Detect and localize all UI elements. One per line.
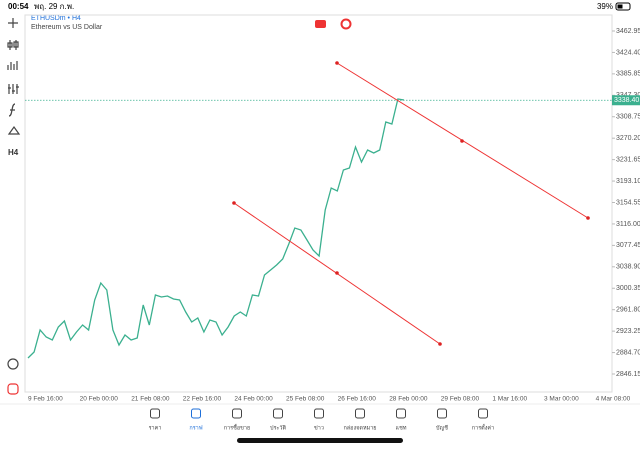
x-tick-label: 28 Feb 00:00 <box>389 396 428 403</box>
battery-level <box>617 4 623 9</box>
nav-label[interactable]: ประวัติ <box>270 424 286 431</box>
nav-icon[interactable] <box>273 408 283 419</box>
y-tick-label: 3231.65 <box>616 156 640 163</box>
nav-icon[interactable] <box>396 408 406 419</box>
trade-button[interactable] <box>315 20 326 28</box>
one-click-button[interactable] <box>340 18 352 30</box>
x-tick-label: 4 Mar 08:00 <box>596 396 631 403</box>
indicators-tool[interactable] <box>7 61 18 70</box>
y-tick-label: 3116.00 <box>616 221 640 228</box>
y-tick-label: 2923.25 <box>616 328 640 335</box>
nav-icon[interactable] <box>191 408 201 419</box>
anchor <box>232 201 236 205</box>
y-tick-label: 3385.85 <box>616 71 640 78</box>
nav-label[interactable]: ราคา <box>149 425 162 431</box>
y-tick-label: 3462.95 <box>616 28 640 35</box>
nav-label[interactable]: บัญชี <box>436 424 448 431</box>
channel-points <box>232 61 590 346</box>
bottom-nav: ราคา กราฟ การซื้อขาย ประวัติ ข่าว กล่องจดหมาย… <box>149 408 494 431</box>
nav-label[interactable]: กราฟ <box>189 424 202 431</box>
nav-icon[interactable] <box>355 408 365 419</box>
y-tick-label: 2961.80 <box>616 307 640 314</box>
anchor <box>438 342 442 346</box>
anchor <box>335 271 339 275</box>
nav-icon[interactable] <box>478 408 488 419</box>
description: Ethereum vs US Dollar <box>31 24 103 31</box>
crosshair-tool[interactable] <box>8 18 18 28</box>
y-tick-label: 3000.35 <box>616 285 640 292</box>
y-tick-label: 3270.20 <box>616 135 640 142</box>
status-time: 00:54 <box>8 2 29 11</box>
y-tick-label: 2884.70 <box>616 349 640 356</box>
y-tick-label: 3193.10 <box>616 178 640 185</box>
x-tick-label: 3 Mar 00:00 <box>544 396 579 403</box>
trade-tool[interactable] <box>7 383 19 395</box>
battery-icon <box>615 2 631 11</box>
x-tick-label: 25 Feb 08:00 <box>286 396 325 403</box>
anchor <box>586 216 590 220</box>
status-date: พฤ. 29 ก.พ. <box>34 2 74 11</box>
symbol[interactable]: ETHUSDm • H4 <box>31 15 81 22</box>
nav-label[interactable]: การตั้งค่า <box>472 423 494 431</box>
left-toolbar <box>7 18 21 395</box>
x-tick-label: 21 Feb 08:00 <box>131 396 170 403</box>
x-tick-label: 29 Feb 08:00 <box>441 396 480 403</box>
current-price-box <box>612 95 640 106</box>
nav-label[interactable]: กล่องจดหมาย <box>343 425 376 431</box>
chart: 3462.953424.403385.853347.303308.753270.… <box>25 28 640 403</box>
candles-tool[interactable] <box>7 40 19 50</box>
nav-icon[interactable] <box>150 408 160 419</box>
nav-icon[interactable] <box>314 408 324 419</box>
price-line <box>27 98 405 359</box>
function-tool[interactable] <box>8 103 16 117</box>
nav-icon[interactable] <box>437 408 447 419</box>
anchor <box>460 139 464 143</box>
x-tick-label: 24 Feb 00:00 <box>234 396 273 403</box>
anchor <box>335 61 339 65</box>
zoom-tool[interactable] <box>7 358 19 370</box>
home-indicator <box>237 438 403 443</box>
timeframe[interactable]: H4 <box>8 148 19 157</box>
x-tick-label: 1 Mar 16:00 <box>492 396 527 403</box>
settings-tool[interactable] <box>8 84 19 94</box>
y-tick-label: 3308.75 <box>616 114 640 121</box>
current-price-label: 3338.40 <box>614 97 639 104</box>
y-tick-label: 3077.45 <box>616 242 640 249</box>
x-tick-label: 26 Feb 16:00 <box>338 396 377 403</box>
x-tick-label: 22 Feb 16:00 <box>183 396 222 403</box>
chart-frame <box>24 14 613 393</box>
y-tick-label: 2846.15 <box>616 371 640 378</box>
nav-label[interactable]: การซื้อขาย <box>224 423 250 431</box>
nav-label[interactable]: ข่าว <box>314 425 324 431</box>
nav-icon[interactable] <box>232 408 242 419</box>
y-tick-label: 3038.90 <box>616 264 640 271</box>
x-tick-label: 20 Feb 00:00 <box>80 396 119 403</box>
y-tick-label: 3424.40 <box>616 49 640 56</box>
nav-label[interactable]: แชท <box>396 424 407 431</box>
objects-tool[interactable] <box>7 125 21 135</box>
x-tick-label: 9 Feb 16:00 <box>28 396 63 403</box>
battery-text: 39% <box>597 2 613 11</box>
y-tick-label: 3154.55 <box>616 199 640 206</box>
